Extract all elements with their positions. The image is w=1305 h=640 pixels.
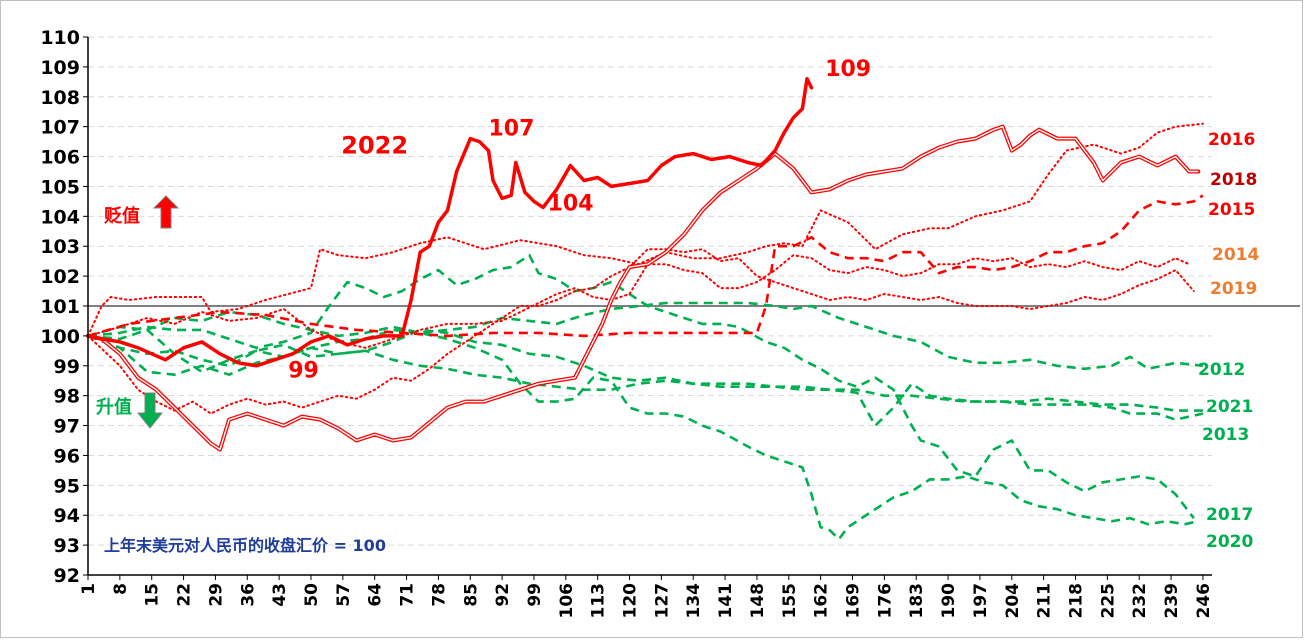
series-label-2017: 2017 (1206, 505, 1253, 525)
x-tick-label: 29 (206, 583, 226, 607)
appreciation-label: 升值 (96, 396, 132, 418)
series-2014-line (87, 254, 1191, 349)
y-tick-label: 108 (40, 87, 80, 109)
y-tick-label: 101 (40, 296, 80, 318)
series-label-2012: 2012 (1198, 360, 1245, 380)
y-tick-label: 95 (54, 475, 80, 497)
x-tick-label: 148 (748, 583, 768, 619)
x-tick-label: 120 (621, 583, 641, 619)
x-tick-label: 141 (716, 583, 736, 619)
x-tick-label: 169 (844, 583, 864, 619)
x-tick-label: 246 (1194, 583, 1214, 619)
y-tick-label: 99 (54, 356, 80, 378)
series-2021-line (87, 328, 1203, 412)
series-2016-line (87, 122, 1204, 337)
series-2017-line (87, 253, 1195, 519)
x-tick-label: 15 (143, 583, 163, 607)
series-label-2019: 2019 (1210, 279, 1257, 299)
x-tick-label: 85 (461, 583, 481, 607)
y-tick-label: 94 (54, 505, 80, 527)
depreciation-label: 贬值 (104, 205, 140, 227)
appreciation-legend: 升值 (96, 392, 164, 429)
up-arrow-icon (152, 195, 180, 229)
series-2019-line (87, 248, 1195, 415)
x-tick-label: 232 (1130, 583, 1150, 619)
x-tick-label: 36 (238, 583, 258, 607)
y-tick-label: 97 (54, 416, 80, 438)
series-2018-line-inner (87, 126, 1199, 451)
y-tick-label: 96 (54, 445, 80, 467)
y-tick-label: 110 (40, 27, 80, 49)
series-label-2014: 2014 (1212, 245, 1259, 265)
y-tick-label: 100 (40, 326, 80, 348)
series-label-2018: 2018 (1210, 170, 1257, 190)
series-label-2013: 2013 (1202, 425, 1249, 445)
series-2020-line (87, 328, 1199, 541)
annotation-109: 109 (825, 57, 871, 82)
down-arrow-icon (136, 392, 164, 429)
annotation-107: 107 (488, 117, 534, 142)
series-2022-line (86, 77, 814, 368)
x-tick-label: 190 (939, 583, 959, 619)
series-label-2016: 2016 (1208, 130, 1255, 150)
x-tick-label: 176 (875, 583, 895, 619)
x-tick-label: 183 (907, 583, 927, 619)
y-tick-label: 107 (40, 117, 80, 139)
x-tick-label: 64 (366, 583, 386, 607)
series-2012-line (87, 301, 1204, 371)
base-note: 上年末美元对人民币的收盘汇价 = 100 (104, 536, 386, 555)
x-tick-label: 197 (971, 583, 991, 619)
x-tick-label: 71 (398, 583, 418, 607)
series-label-2015: 2015 (1208, 200, 1255, 220)
x-tick-label: 1 (79, 583, 99, 595)
x-tick-label: 78 (429, 583, 449, 607)
y-tick-label: 102 (40, 266, 80, 288)
y-tick-label: 104 (40, 206, 80, 228)
x-tick-label: 127 (652, 583, 672, 619)
x-tick-label: 155 (780, 583, 800, 619)
annotations: 2022 107 104 109 99 (288, 57, 871, 384)
series-2015-line (87, 194, 1204, 338)
y-tick-label: 109 (40, 57, 80, 79)
x-tick-label: 204 (1003, 583, 1023, 619)
series-label-2020: 2020 (1206, 532, 1253, 552)
y-tick-label: 98 (54, 386, 80, 408)
x-tick-label: 92 (493, 583, 513, 607)
x-tick-label: 113 (589, 583, 609, 619)
x-tick-label: 99 (525, 583, 545, 607)
x-axis-ticks: 1 8 15 22 29 36 43 50 57 64 71 78 85 92 99 106 113 120 127… (79, 575, 1214, 619)
y-tick-label: 93 (54, 535, 80, 557)
x-tick-label: 106 (557, 583, 577, 619)
y-tick-label: 106 (40, 147, 80, 169)
annotation-2022: 2022 (341, 132, 408, 160)
depreciation-legend: 贬值 (104, 195, 180, 229)
x-tick-label: 134 (684, 583, 704, 619)
series-layer (86, 77, 1204, 541)
x-tick-label: 211 (1035, 583, 1055, 619)
series-2013-line (87, 334, 1204, 427)
annotation-99: 99 (288, 359, 319, 384)
x-tick-label: 22 (175, 583, 195, 607)
x-tick-label: 43 (270, 583, 290, 607)
annotation-104: 104 (548, 191, 594, 216)
y-tick-label: 103 (40, 236, 80, 258)
y-tick-label: 92 (54, 565, 80, 587)
x-tick-label: 162 (812, 583, 832, 619)
y-tick-label: 105 (40, 176, 80, 198)
x-tick-label: 239 (1162, 583, 1182, 619)
y-axis-ticks: 92 93 94 95 96 97 98 99 100 101 102 103 104 105 106 107… (40, 27, 88, 587)
series-labels: 2016 2018 2015 2014 2019 2012 2021 2013 2017 2020 (1198, 130, 1259, 552)
x-tick-label: 57 (334, 583, 354, 607)
x-tick-label: 8 (111, 583, 131, 595)
x-tick-label: 225 (1098, 583, 1118, 619)
series-label-2021: 2021 (1206, 397, 1253, 417)
x-tick-label: 50 (302, 583, 322, 607)
x-tick-label: 218 (1066, 583, 1086, 619)
